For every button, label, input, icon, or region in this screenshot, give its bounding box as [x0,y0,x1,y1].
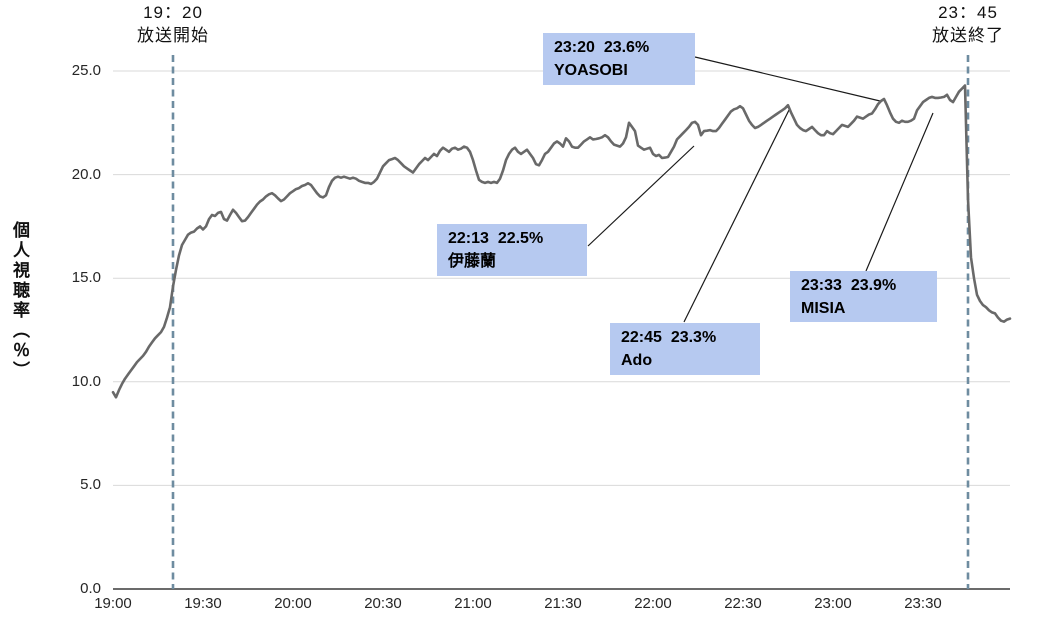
x-tick-label: 22:30 [724,595,762,612]
annotation-artist-name: MISIA [801,300,846,318]
x-tick-label: 21:00 [454,595,492,612]
broadcast-end-label: 23：45 放送終了 [878,2,1043,48]
annotation-leader-line [694,56,881,102]
viewership-line [111,84,1012,399]
y-tick-label: 25.0 [71,62,101,79]
annotation-time-value: 23:33 23.9% [801,277,897,294]
event-time: 23：45 [938,3,998,22]
annotation-artist-name: 伊藤蘭 [448,253,497,271]
y-tick-label: 5.0 [80,476,101,494]
event-text: 放送終了 [932,25,1004,45]
annotation-artist-name: Ado [621,352,653,370]
annotation-artist-name: YOASOBI [554,62,628,80]
x-tick-label: 22:00 [634,595,672,612]
y-tick-label: 15.0 [71,269,101,287]
y-tick-label: 10.0 [71,372,101,390]
event-text: 放送開始 [137,25,209,45]
x-tick-label: 19:30 [184,595,222,612]
annotation-time-value: 23:20 23.6% [554,39,650,56]
annotation-leader-line [865,112,934,272]
annotation-box: 23:33 23.9% MISIA [790,271,937,322]
y-tick-label: 0.0 [80,580,101,597]
annotation-box: 23:20 23.6% YOASOBI [543,33,695,85]
annotation-time-value: 22:45 23.3% [621,329,717,346]
annotation-time-value: 22:13 22.5% [448,230,544,247]
y-axis-title: 個人視聴率（％） [10,221,29,381]
x-tick-label: 20:00 [274,595,312,612]
annotation-box: 22:13 22.5% 伊藤蘭 [437,224,587,276]
x-tick-label: 21:30 [544,595,582,612]
annotation-leader-line [683,107,791,323]
x-tick-label: 19:00 [94,595,132,612]
x-tick-label: 23:30 [904,595,942,612]
broadcast-start-label: 19：20 放送開始 [83,2,263,48]
event-time: 19：20 [143,3,203,22]
annotation-box: 22:45 23.3% Ado [610,323,760,375]
annotation-leader-line [587,145,695,247]
x-tick-label: 20:30 [364,595,402,612]
y-tick-label: 20.0 [71,165,101,183]
x-tick-label: 23:00 [814,595,852,612]
